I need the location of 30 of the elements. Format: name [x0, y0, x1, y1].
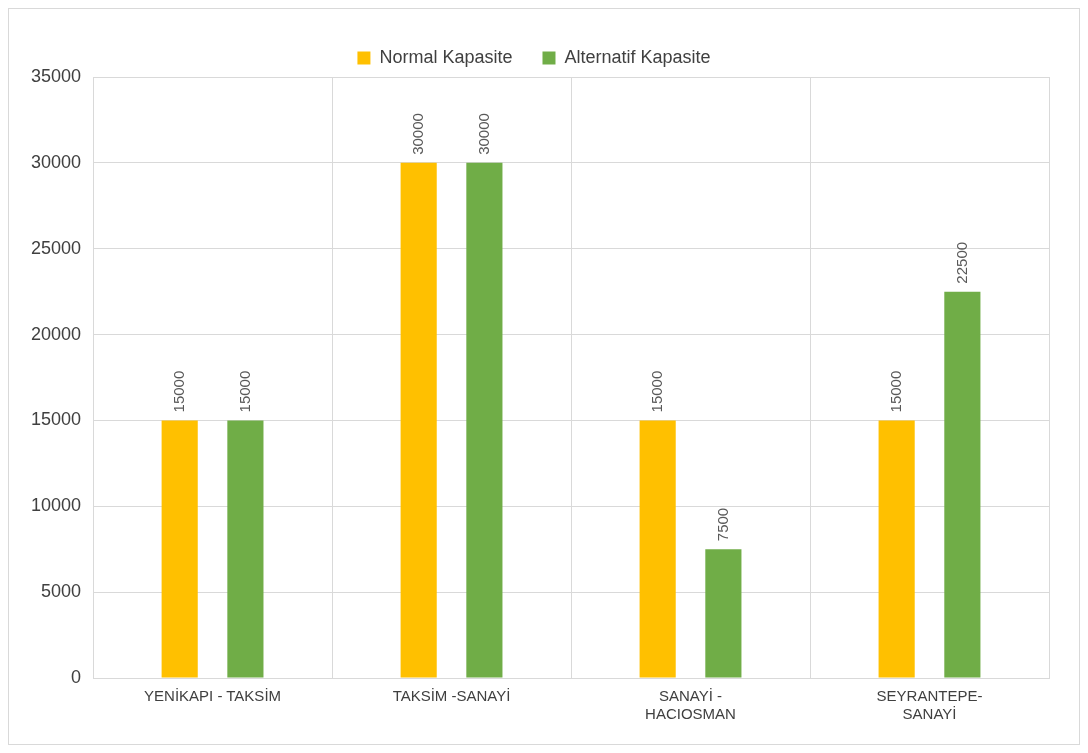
y-tick-label: 10000: [30, 495, 82, 516]
y-tick-label: 20000: [30, 323, 82, 344]
y-tick-label: 30000: [30, 151, 82, 172]
bar: [466, 162, 503, 678]
y-tick-label: 25000: [30, 237, 82, 258]
x-tick-label: SEYRANTEPE- SANAYİ: [876, 687, 983, 723]
data-label: 22500: [952, 241, 970, 284]
bar: [639, 420, 676, 678]
data-label: 7500: [713, 507, 731, 542]
bar: [227, 420, 264, 678]
y-tick-label: 0: [71, 666, 82, 687]
data-label: 15000: [169, 370, 187, 413]
x-tick-label: YENİKAPI - TAKSİM: [144, 687, 282, 705]
data-label: 15000: [235, 370, 253, 413]
legend-label: Alternatif Kapasite: [564, 46, 711, 67]
data-label: 15000: [886, 370, 904, 413]
y-tick-label: 35000: [30, 65, 82, 86]
x-tick-label: TAKSİM -SANAYİ: [392, 687, 511, 705]
data-label: 15000: [647, 370, 665, 413]
legend-label: Normal Kapasite: [379, 46, 513, 67]
data-label: 30000: [474, 113, 492, 155]
y-tick-label: 15000: [30, 409, 82, 430]
bar: [878, 420, 915, 678]
data-label: 30000: [408, 113, 426, 155]
y-tick-label: 5000: [41, 581, 82, 602]
bar: [944, 291, 981, 678]
bar: [161, 420, 198, 678]
bar: [705, 549, 742, 678]
bar: [400, 162, 437, 678]
x-tick-label: SANAYİ - HACIOSMAN: [645, 687, 736, 723]
